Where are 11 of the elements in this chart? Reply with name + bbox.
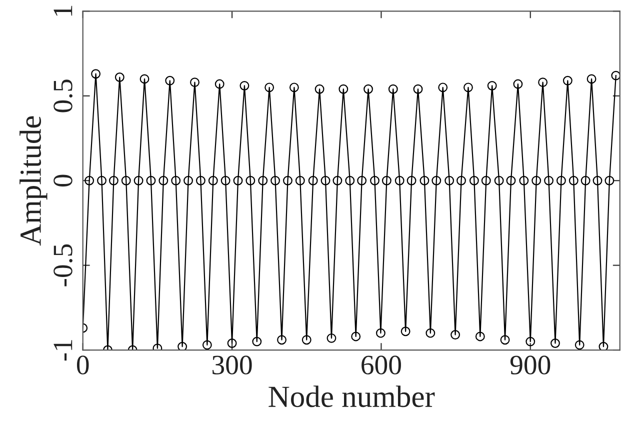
x-tick-label: 900 [510, 356, 550, 374]
y-tick-label: -1 [54, 340, 72, 361]
x-axis-title: Node number [268, 386, 435, 408]
y-tick-label: 0.5 [54, 80, 72, 112]
x-tick-label: 300 [212, 356, 252, 374]
y-axis-title: Amplitude [20, 116, 48, 246]
y-tick-label: 0 [54, 174, 72, 186]
x-tick-label: 0 [76, 356, 89, 374]
y-tick-label: -0.5 [54, 244, 72, 286]
x-tick-label: 600 [362, 356, 401, 374]
y-tick-label: 1 [54, 6, 72, 16]
